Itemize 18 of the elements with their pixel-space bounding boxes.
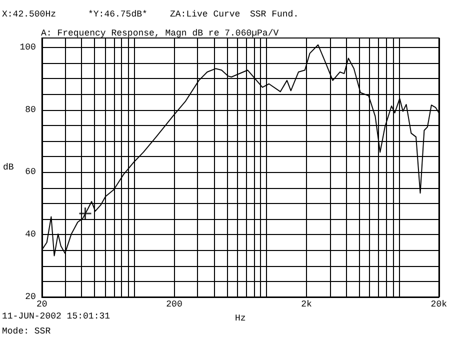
- x-tick-label: 20: [36, 300, 48, 310]
- x-tick-label: 20k: [430, 300, 447, 310]
- y-axis-title: dB: [2, 162, 14, 172]
- text: *Y:46.75dB*: [88, 10, 148, 20]
- x-tick-label: 2k: [301, 300, 312, 310]
- y-tick-label: 60: [25, 167, 36, 178]
- text: 11-JUN-2002 15:01:31: [2, 312, 110, 322]
- y-tick-label: 20: [25, 292, 36, 302]
- x-axis-title: Hz: [234, 313, 246, 324]
- y-tick-label: 80: [25, 104, 36, 115]
- x-tick-label: 200: [166, 300, 182, 310]
- text: X:42.500Hz: [2, 10, 56, 20]
- chart-title: A: Frequency Response, Magn dB re 7.060µPa/V: [41, 28, 280, 38]
- y-tick-label: 100: [20, 42, 36, 52]
- text: SSR Fund.: [250, 10, 299, 20]
- text: ZA:Live Curve: [170, 10, 240, 20]
- text: Mode: SSR: [2, 326, 52, 336]
- y-tick-label: 40: [25, 230, 36, 240]
